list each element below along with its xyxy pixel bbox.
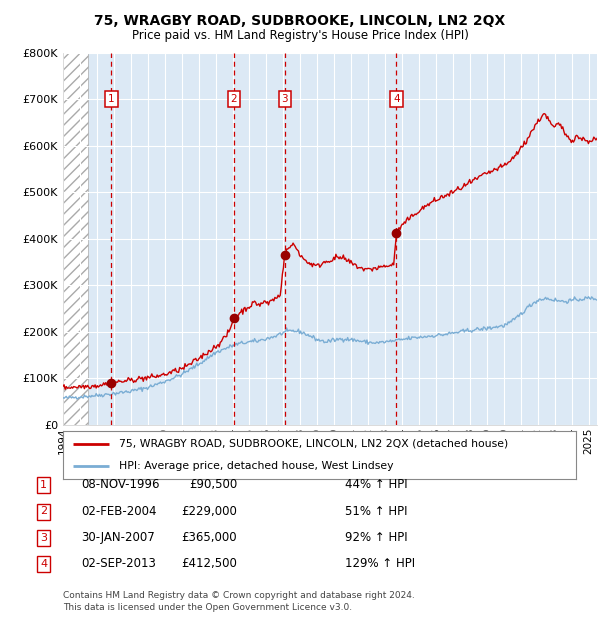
- Text: 08-NOV-1996: 08-NOV-1996: [81, 479, 160, 491]
- Text: 4: 4: [40, 559, 47, 569]
- Text: 30-JAN-2007: 30-JAN-2007: [81, 531, 155, 544]
- Text: 92% ↑ HPI: 92% ↑ HPI: [345, 531, 407, 544]
- Text: 1: 1: [40, 480, 47, 490]
- Text: 02-SEP-2013: 02-SEP-2013: [81, 557, 156, 570]
- Text: 3: 3: [281, 94, 288, 104]
- Text: £412,500: £412,500: [181, 557, 237, 570]
- Text: HPI: Average price, detached house, West Lindsey: HPI: Average price, detached house, West…: [119, 461, 394, 471]
- Text: 129% ↑ HPI: 129% ↑ HPI: [345, 557, 415, 570]
- Text: 1: 1: [108, 94, 115, 104]
- Text: 51% ↑ HPI: 51% ↑ HPI: [345, 505, 407, 518]
- Text: 2: 2: [40, 507, 47, 516]
- Text: 02-FEB-2004: 02-FEB-2004: [81, 505, 157, 518]
- Text: £229,000: £229,000: [181, 505, 237, 518]
- Text: 75, WRAGBY ROAD, SUDBROOKE, LINCOLN, LN2 2QX (detached house): 75, WRAGBY ROAD, SUDBROOKE, LINCOLN, LN2…: [119, 439, 509, 449]
- Text: 75, WRAGBY ROAD, SUDBROOKE, LINCOLN, LN2 2QX: 75, WRAGBY ROAD, SUDBROOKE, LINCOLN, LN2…: [94, 14, 506, 28]
- Text: 4: 4: [393, 94, 400, 104]
- Text: Price paid vs. HM Land Registry's House Price Index (HPI): Price paid vs. HM Land Registry's House …: [131, 29, 469, 42]
- Bar: [63, 53, 88, 425]
- Text: 3: 3: [40, 533, 47, 542]
- Text: £365,000: £365,000: [181, 531, 237, 544]
- Text: 44% ↑ HPI: 44% ↑ HPI: [345, 479, 407, 491]
- Text: £90,500: £90,500: [189, 479, 237, 491]
- Text: Contains HM Land Registry data © Crown copyright and database right 2024.
This d: Contains HM Land Registry data © Crown c…: [63, 591, 415, 612]
- Text: 2: 2: [231, 94, 238, 104]
